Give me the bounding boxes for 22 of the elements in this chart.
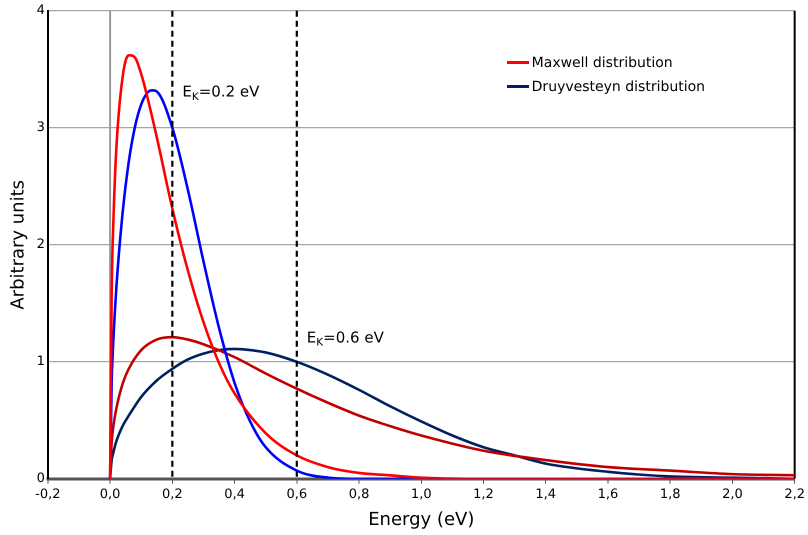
x-tick-label: 1,0 (410, 486, 432, 502)
x-tick-label: 0,6 (286, 486, 308, 502)
y-tick-label: 0 (36, 471, 45, 486)
y-tick-label: 2 (36, 237, 45, 252)
x-tick-label: -0,2 (35, 486, 61, 502)
x-tick-label: 0,2 (162, 486, 183, 502)
legend-label: Maxwell distribution (532, 54, 673, 71)
x-axis-title: Energy (eV) (368, 508, 474, 530)
x-tick-label: 2,2 (784, 486, 806, 502)
y-tick-label: 3 (36, 120, 45, 136)
x-tick-label: 0,0 (100, 486, 120, 502)
y-tick-label: 1 (36, 354, 45, 370)
x-tick-label: 1,6 (598, 486, 618, 502)
legend-label: Druyvesteyn distribution (532, 78, 706, 95)
x-tick-label: 2,0 (722, 486, 743, 502)
x-tick-label: 0,8 (348, 486, 370, 502)
x-tick-label: 1,4 (535, 486, 556, 502)
x-tick-label: 0,4 (224, 486, 245, 502)
x-tick-label: 1,2 (473, 486, 494, 502)
x-tick-label: 1,8 (660, 486, 681, 502)
y-tick-label: 4 (36, 3, 45, 18)
y-axis-title: Arbitrary units (7, 180, 28, 310)
